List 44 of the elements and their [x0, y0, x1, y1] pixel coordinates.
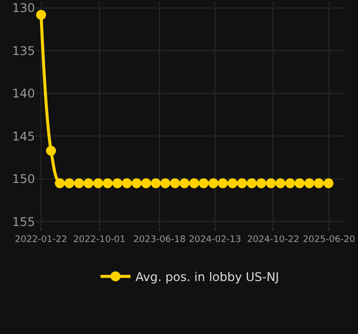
point: [256, 178, 266, 188]
point: [285, 178, 296, 188]
legend-label: Avg. pos. in lobby US-NJ: [136, 270, 280, 284]
point: [179, 178, 190, 188]
y-tick-label: 140: [12, 86, 35, 101]
y-tick-label: 150: [12, 172, 35, 186]
point: [64, 178, 74, 188]
point: [266, 178, 276, 188]
point: [275, 178, 286, 188]
point: [132, 178, 142, 188]
point: [246, 178, 257, 188]
point: [198, 178, 209, 188]
point: [294, 178, 305, 188]
point: [74, 178, 84, 188]
y-tick-label: 135: [12, 44, 35, 58]
point: [324, 178, 334, 188]
x-tick-label: 2024-02-13: [188, 234, 242, 245]
point: [304, 178, 314, 188]
point: [218, 178, 228, 188]
y-tick-label: 155: [12, 214, 35, 229]
point: [314, 178, 324, 188]
point: [160, 178, 170, 188]
point: [237, 178, 248, 188]
point: [150, 178, 161, 188]
point: [46, 146, 56, 156]
x-tick-label: 2022-10-01: [73, 234, 126, 245]
point: [112, 178, 122, 188]
x-tick-label: 2024-10-22: [247, 234, 300, 245]
y-tick-label: 145: [12, 129, 35, 144]
y-tick-label: 130: [12, 1, 35, 16]
point: [36, 10, 46, 20]
x-tick-label: 2023-06-18: [133, 234, 186, 245]
point: [228, 178, 238, 188]
point: [208, 178, 218, 188]
x-tick-label: 2025-06-20: [302, 234, 356, 245]
point: [102, 178, 113, 188]
point: [83, 178, 94, 188]
point: [93, 178, 104, 188]
point: [141, 178, 152, 188]
point: [170, 178, 180, 188]
point: [122, 178, 132, 188]
point: [54, 178, 65, 188]
x-tick-label: 2022-01-22: [14, 234, 68, 245]
point: [189, 178, 200, 188]
